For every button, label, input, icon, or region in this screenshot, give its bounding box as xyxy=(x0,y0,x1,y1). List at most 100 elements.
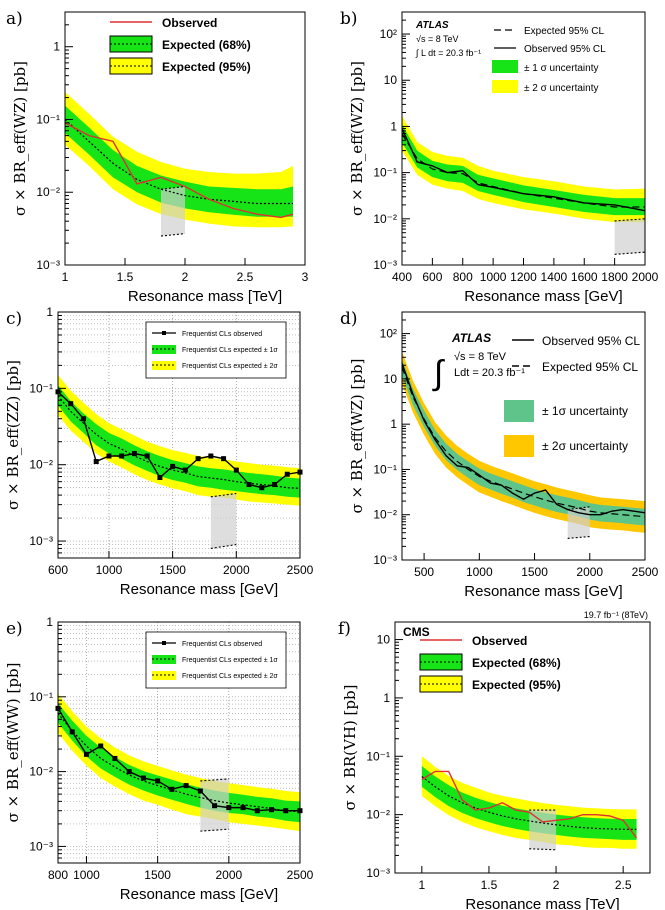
legend-1sigma-label: ± 1σ uncertainty xyxy=(542,404,628,418)
band-68-d xyxy=(402,359,645,526)
atlas-label: ATLAS xyxy=(451,331,491,345)
observed-line-a xyxy=(64,122,294,219)
legend-expected-label: Expected 95% CL xyxy=(524,26,604,37)
x-axis-label-a: Resonance mass [TeV] xyxy=(128,288,282,305)
panel-label-d: d) xyxy=(340,309,358,329)
y-tick-label-d: 10² xyxy=(380,327,397,341)
legend-b: Expected 95% CL Observed 95% CL ± 1 σ unce… xyxy=(492,26,606,94)
observed-line-f xyxy=(421,770,638,839)
legend-2sigma-swatch xyxy=(504,435,534,457)
x-tick-label-c: 600 xyxy=(48,563,68,577)
x-tick-label-c: 2500 xyxy=(287,563,314,577)
legend-e: Frequentist CLs observed Frequentist CLs … xyxy=(145,631,287,689)
legend-2sigma-label: Frequentist CLs expected ± 2σ xyxy=(182,363,278,370)
x-tick-label-e: 2000 xyxy=(215,868,242,882)
observed-point-c xyxy=(272,482,278,488)
chart-panel-e: 800 1000 1500 2000 2500 10⁻³ 10⁻² 10⁻¹ 1 Resonanc… xyxy=(4,615,314,903)
y-tick-label-b: 10 xyxy=(384,73,398,87)
y-tick-label-f: 10⁻³ xyxy=(366,866,390,880)
x-axis-label-b: Resonance mass [GeV] xyxy=(464,288,622,305)
excluded-region-f xyxy=(529,810,557,850)
x-tick-label-b: 1600 xyxy=(571,270,598,284)
x-tick-label-a: 2 xyxy=(182,270,189,284)
legend-2sigma-swatch xyxy=(492,80,518,93)
legend-68-label: Expected (68%) xyxy=(162,38,251,52)
y-tick-label-d: 10 xyxy=(384,372,398,386)
legend-observed-label: Observed 95% CL xyxy=(524,44,606,55)
legend-d: Observed 95% CL Expected 95% CL ± 1σ uncer… xyxy=(504,334,640,457)
observed-point-c xyxy=(144,453,150,459)
x-tick-label-e: 800 xyxy=(48,868,68,882)
y-tick-label-a: 10⁻² xyxy=(36,185,60,199)
excluded-region-top-c xyxy=(210,492,237,498)
observed-point-c xyxy=(208,453,214,459)
legend-2sigma-label: ± 2 σ uncertainty xyxy=(524,83,598,94)
legend-observed-label: Observed xyxy=(162,16,217,30)
energy-label: √s = 8 TeV xyxy=(416,34,459,44)
legend-1sigma-label: Frequentist CLs expected ± 1σ xyxy=(182,347,278,354)
observed-point-e xyxy=(240,805,246,811)
x-tick-label-d: 500 xyxy=(414,565,434,579)
legend-2sigma-label: ± 2σ uncertainty xyxy=(542,439,628,453)
x-tick-label-b: 1400 xyxy=(541,270,568,284)
lumi-label: 19.7 fb⁻¹ (8TeV) xyxy=(584,610,648,620)
x-tick-label-b: 800 xyxy=(453,270,473,284)
observed-point-c xyxy=(195,456,201,462)
excluded-region-d xyxy=(567,506,590,539)
energy-label: √s = 8 TeV xyxy=(454,351,507,363)
x-tick-label-b: 1000 xyxy=(480,270,507,284)
chart-panel-b: 400 600 800 1000 1200 1400 1600 1800 2000 10⁻³ 10⁻… xyxy=(340,9,659,305)
legend-observed-label: Observed xyxy=(472,634,527,648)
x-tick-label-f: 2.5 xyxy=(615,878,632,892)
legend-a: Observed Expected (68%) Expected (95%) xyxy=(109,16,251,75)
integral-symbol: ∫ xyxy=(432,354,445,392)
plot-frame-f xyxy=(394,621,651,874)
y-axis-label-d: σ × BR_eff(WZ) [pb] xyxy=(348,359,366,514)
y-tick-label-d: 10⁻³ xyxy=(373,553,397,567)
observed-point-e xyxy=(254,808,260,814)
x-tick-label-d: 1000 xyxy=(466,565,493,579)
panel-label-e: e) xyxy=(6,619,23,639)
panel-label-f: f) xyxy=(338,619,351,639)
y-tick-label-c: 10⁻² xyxy=(29,458,53,472)
y-tick-label-f: 10 xyxy=(377,633,391,647)
observed-point-e xyxy=(69,729,75,735)
observed-point-c xyxy=(119,453,125,459)
y-tick-label-d: 1 xyxy=(390,417,397,431)
legend-observed-marker xyxy=(162,641,166,645)
observed-point-c xyxy=(182,467,188,473)
y-tick-label-b: 10⁻² xyxy=(373,212,397,226)
excluded-region-top-b xyxy=(614,218,646,222)
chart-panel-f: 1 1.5 2 2.5 10⁻³ 10⁻² 10⁻¹ 1 10 Resonance mass [T… xyxy=(338,610,651,910)
observed-point-e xyxy=(126,769,132,775)
x-tick-label-a: 1 xyxy=(62,270,69,284)
legend-1sigma-swatch xyxy=(492,60,518,73)
x-axis-label-c: Resonance mass [GeV] xyxy=(120,581,278,598)
x-axis-label-f: Resonance mass [TeV] xyxy=(465,896,619,910)
plot-frame-c xyxy=(57,311,301,559)
observed-point-e xyxy=(197,788,203,794)
atlas-label: ATLAS xyxy=(415,20,449,31)
legend-1sigma-swatch xyxy=(504,400,534,422)
observed-point-c xyxy=(106,453,112,459)
legend-95-label: Expected (95%) xyxy=(162,60,251,74)
excluded-region-bottom-b xyxy=(614,251,646,255)
x-tick-label-c: 2000 xyxy=(223,563,250,577)
observed-point-e xyxy=(212,803,218,809)
y-tick-label-d: 10⁻² xyxy=(373,508,397,522)
excluded-region-bottom-f xyxy=(529,848,557,851)
observed-point-e xyxy=(169,786,175,792)
x-tick-label-e: 2500 xyxy=(287,868,314,882)
y-tick-label-e: 10⁻³ xyxy=(29,839,53,853)
y-axis-label-f: σ × BR(VH) [pb] xyxy=(341,685,359,811)
observed-point-c xyxy=(157,474,163,480)
cms-label: CMS xyxy=(403,625,430,639)
legend-f: Observed Expected (68%) Expected (95%) xyxy=(419,634,561,693)
x-tick-label-d: 2500 xyxy=(632,565,659,579)
observed-point-c xyxy=(233,467,239,473)
y-tick-label-e: 10⁻¹ xyxy=(29,690,53,704)
y-tick-label-b: 10⁻³ xyxy=(373,258,397,272)
legend-95-label: Expected (95%) xyxy=(472,678,561,692)
observed-point-c xyxy=(246,482,252,488)
x-axis-label-d: Resonance mass [GeV] xyxy=(464,583,622,600)
